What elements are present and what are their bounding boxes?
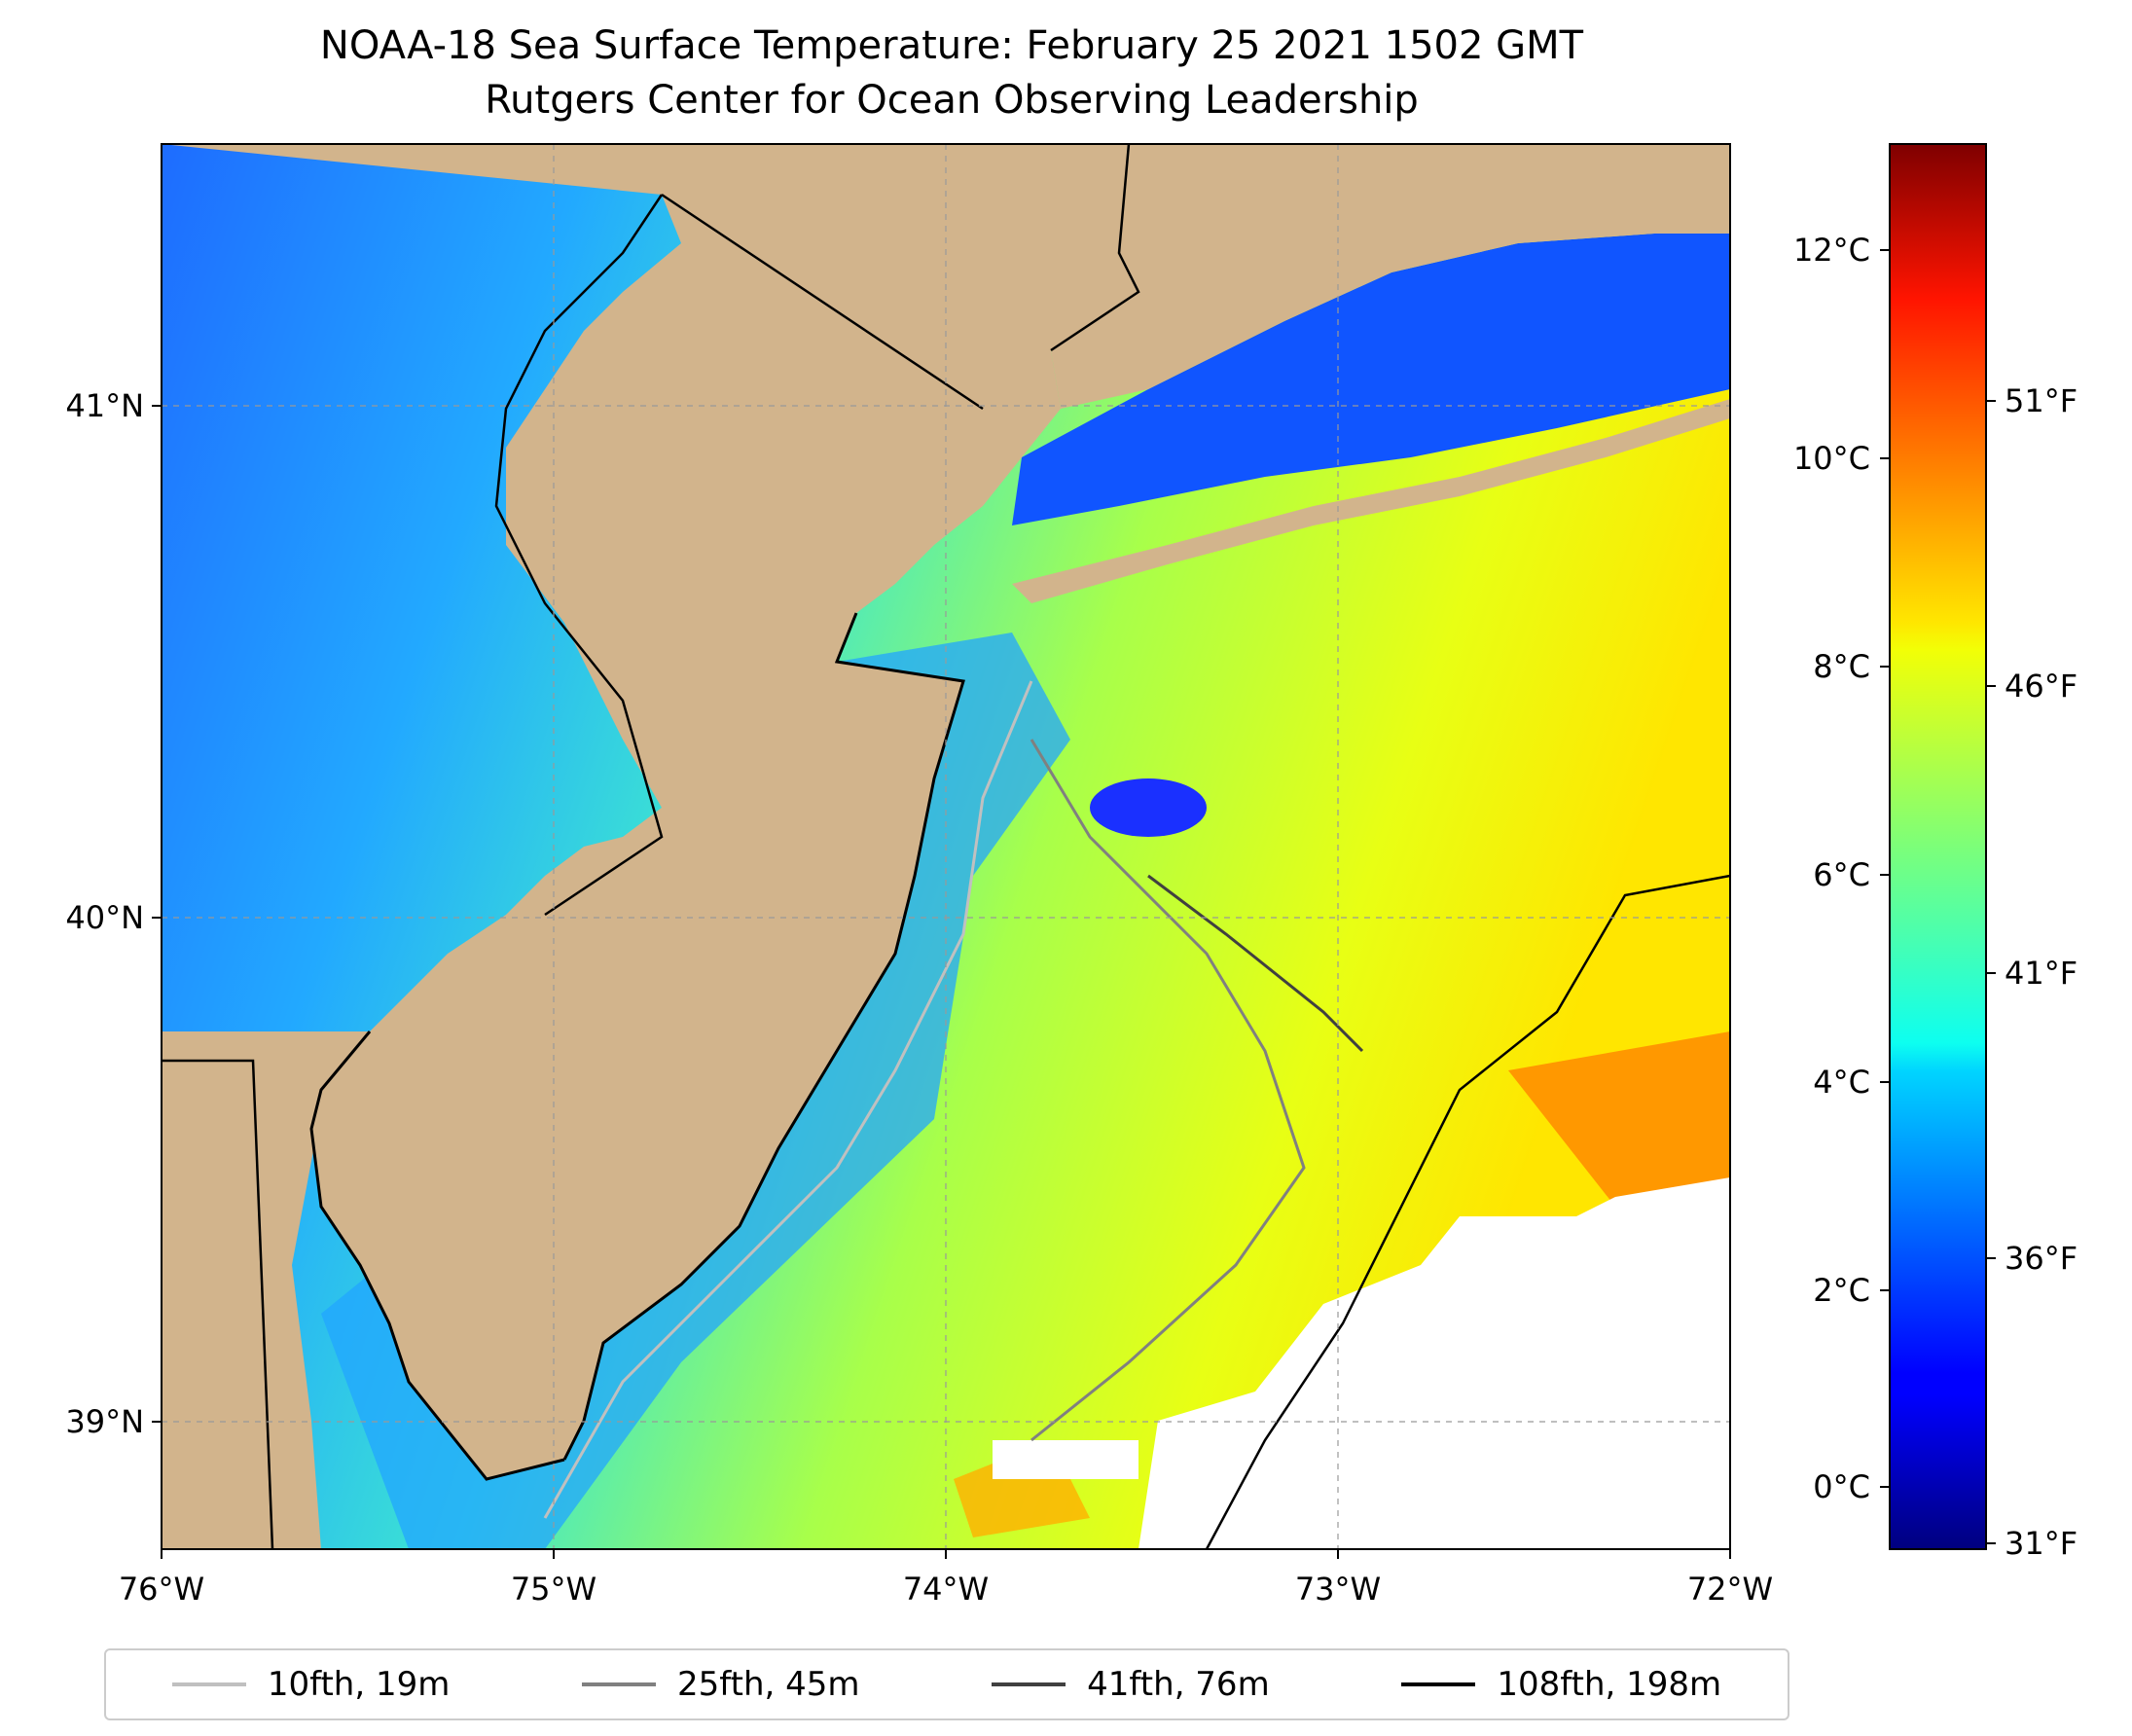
- legend-label: 25fth, 45m: [677, 1665, 860, 1704]
- colorbar-fahrenheit-label: 31°F: [2005, 1525, 2078, 1562]
- colorbar-celsius-ticks: [1880, 249, 1890, 1488]
- y-tick-label: 40°N: [65, 899, 144, 936]
- colorbar: [1889, 143, 1987, 1550]
- colorbar-celsius-label: 2°C: [1813, 1272, 1870, 1309]
- x-tick-label: 72°W: [1687, 1571, 1773, 1608]
- ny-ct-border: [1050, 144, 1140, 352]
- warm-water-east: [1508, 1031, 1730, 1207]
- colorbar-fahrenheit-ticks: [1986, 400, 1996, 1544]
- colorbar-fahrenheit-label: 51°F: [2005, 382, 2078, 419]
- nj-ny-border: [661, 193, 984, 411]
- x-tick-label: 73°W: [1295, 1571, 1381, 1608]
- x-tick-label: 76°W: [119, 1571, 204, 1608]
- contour-45m: [1030, 739, 1306, 1442]
- legend-swatch-10fth: [171, 1682, 246, 1686]
- legend-swatch-41fth: [992, 1682, 1066, 1686]
- gridlines: [162, 144, 1730, 1549]
- land-long-island: [1012, 399, 1730, 603]
- colorbar-celsius-label: 4°C: [1813, 1064, 1870, 1101]
- legend-label: 10fth, 19m: [267, 1665, 451, 1704]
- colorbar-celsius-label: 10°C: [1793, 440, 1870, 477]
- land-delaware-maryland: [162, 144, 370, 1549]
- cloud-mask: [1138, 1177, 1730, 1549]
- legend-label: 41fth, 76m: [1087, 1665, 1270, 1704]
- legend-item-108fth: 108fth, 198m: [1401, 1665, 1721, 1704]
- y-tick-label: 39°N: [65, 1403, 144, 1440]
- x-tick-label: 75°W: [511, 1571, 596, 1608]
- map-area: [162, 144, 1730, 1549]
- delaware-bay-coastline: [309, 1031, 565, 1481]
- long-island-sound: [1012, 234, 1730, 525]
- contour-198m: [1205, 874, 1730, 1549]
- colorbar-celsius-label: 12°C: [1793, 232, 1870, 269]
- title-line-1: NOAA-18 Sea Surface Temperature: Februar…: [319, 23, 1584, 68]
- legend-item-10fth: 10fth, 19m: [171, 1665, 451, 1704]
- bathymetry-legend: 10fth, 19m 25fth, 45m 41fth, 76m 108fth,…: [104, 1648, 1789, 1720]
- colorbar-fahrenheit-label: 41°F: [2005, 955, 2078, 992]
- cold-eddy: [1090, 778, 1207, 837]
- legend-label: 108fth, 198m: [1497, 1665, 1722, 1704]
- pa-nj-border: [494, 194, 664, 917]
- land-new-york-connecticut: [1051, 144, 1730, 409]
- contour-76m: [1147, 874, 1364, 1053]
- colorbar-fahrenheit-label: 36°F: [2005, 1240, 2078, 1277]
- cloud-mask-small: [993, 1440, 1138, 1479]
- y-tick-marks: [152, 405, 162, 1423]
- legend-item-25fth: 25fth, 45m: [582, 1665, 860, 1704]
- colorbar-fahrenheit-label: 46°F: [2005, 668, 2078, 705]
- title-line-2: Rutgers Center for Ocean Observing Leade…: [485, 78, 1419, 123]
- contour-19m: [543, 680, 1033, 1519]
- de-md-border: [162, 1059, 274, 1549]
- legend-swatch-25fth: [582, 1682, 656, 1686]
- land-pennsylvania-newjersey: [162, 144, 1138, 1479]
- x-tick-marks: [161, 1549, 1731, 1559]
- nj-coastline: [562, 612, 965, 1461]
- x-tick-label: 74°W: [903, 1571, 989, 1608]
- legend-swatch-108fth: [1401, 1682, 1476, 1686]
- legend-item-41fth: 41fth, 76m: [992, 1665, 1270, 1704]
- colorbar-celsius-label: 8°C: [1813, 648, 1870, 685]
- y-tick-label: 41°N: [65, 387, 144, 424]
- colorbar-celsius-label: 0°C: [1813, 1468, 1870, 1505]
- colorbar-celsius-label: 6°C: [1813, 856, 1870, 893]
